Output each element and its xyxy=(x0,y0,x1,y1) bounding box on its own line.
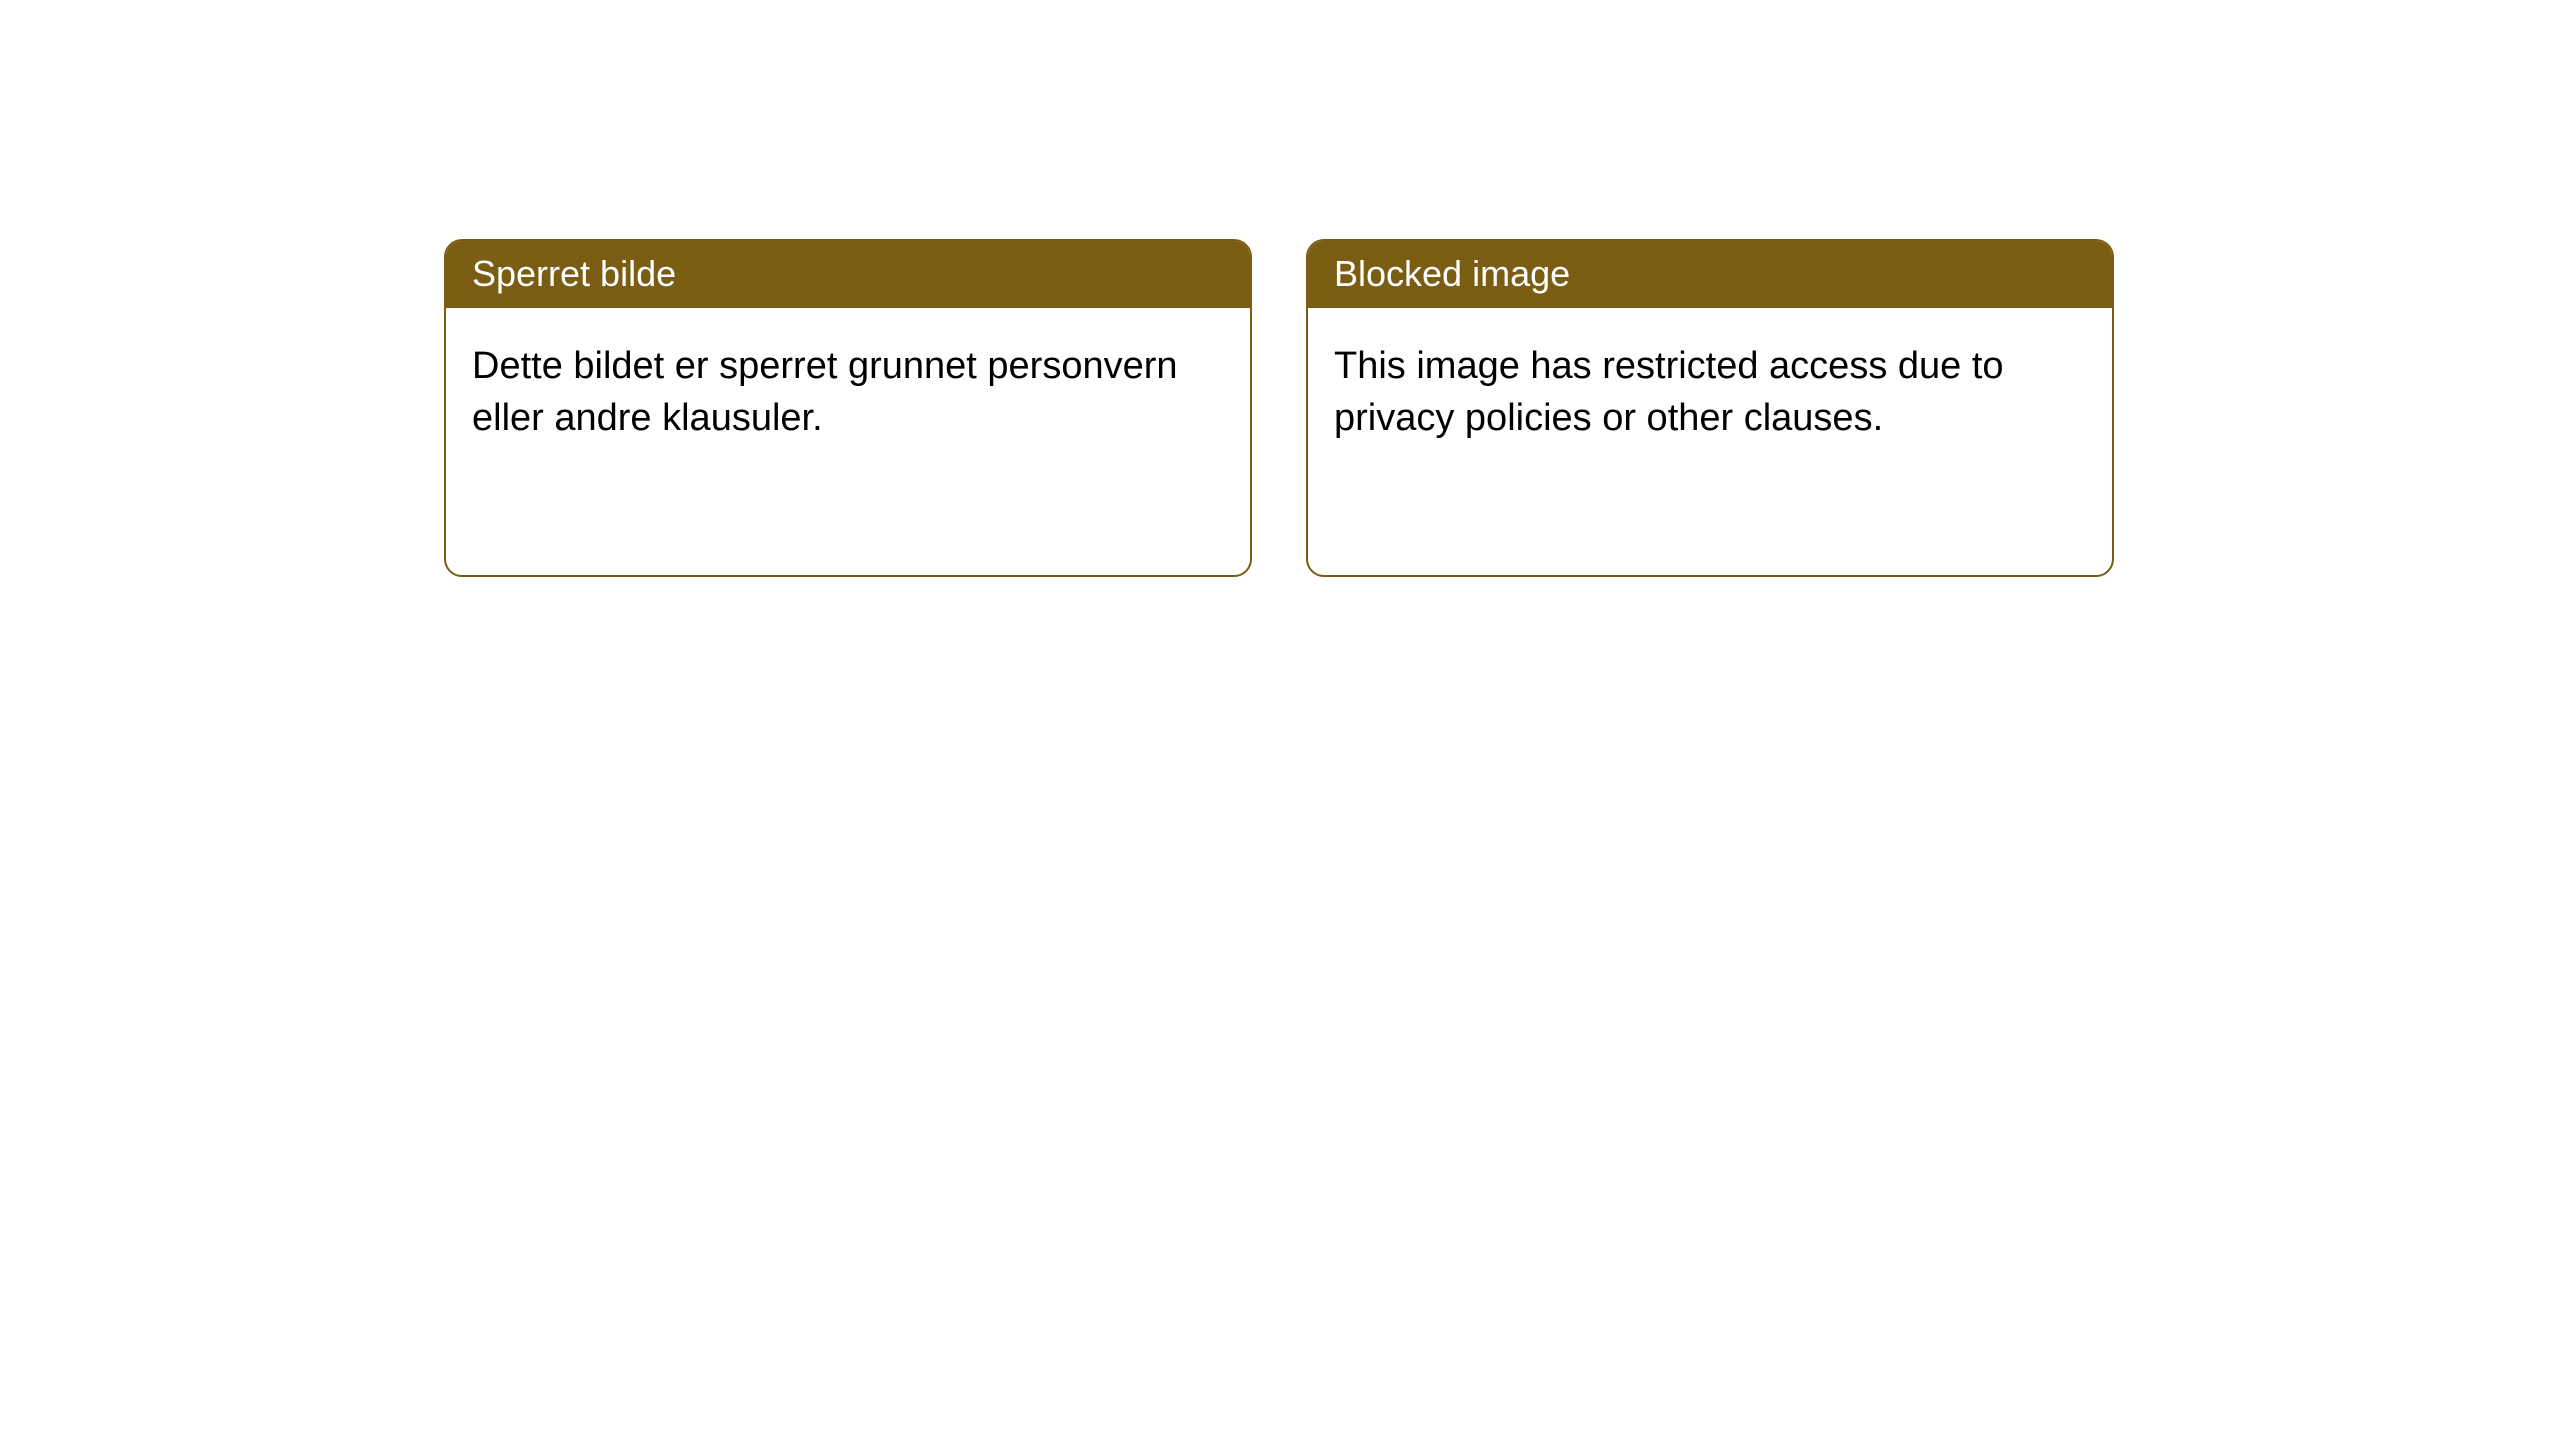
card-header-text: Blocked image xyxy=(1334,253,1570,294)
card-body: This image has restricted access due to … xyxy=(1308,308,2112,476)
notice-container: Sperret bilde Dette bildet er sperret gr… xyxy=(0,0,2560,577)
card-header: Sperret bilde xyxy=(446,241,1250,308)
card-body: Dette bildet er sperret grunnet personve… xyxy=(446,308,1250,476)
card-body-text: Dette bildet er sperret grunnet personve… xyxy=(472,345,1178,439)
notice-card-norwegian: Sperret bilde Dette bildet er sperret gr… xyxy=(444,239,1252,577)
card-body-text: This image has restricted access due to … xyxy=(1334,345,2004,439)
card-header: Blocked image xyxy=(1308,241,2112,308)
card-header-text: Sperret bilde xyxy=(472,253,676,294)
notice-card-english: Blocked image This image has restricted … xyxy=(1306,239,2114,577)
